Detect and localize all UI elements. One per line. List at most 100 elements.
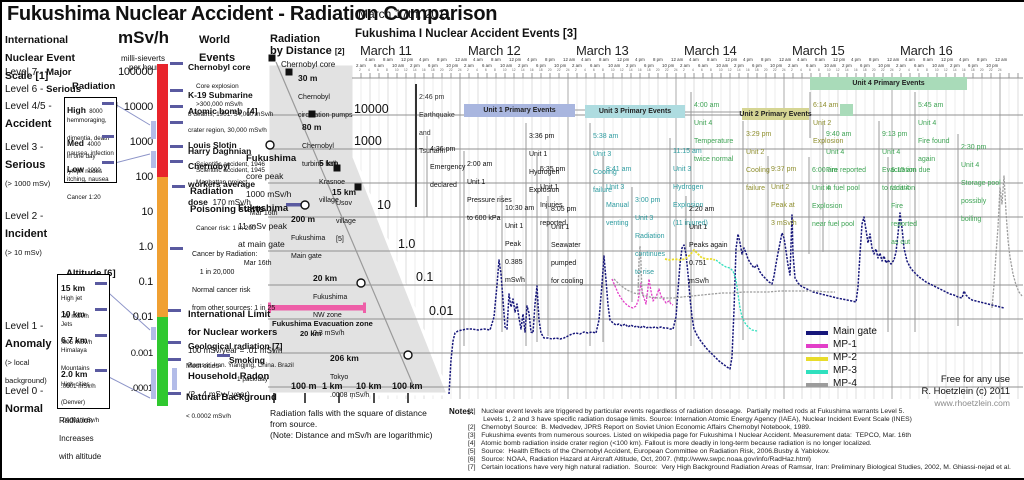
hour-number: 8 [818,68,820,72]
legend-swatch [806,331,828,335]
day-label: March 16 [900,43,953,58]
hour-label: 10 am [932,62,945,68]
unit-band: Unit 1 Primary Events [464,104,575,117]
scale-tick-dash [168,358,181,361]
hour-label: 8 pm [869,57,879,62]
scale-bar-segment [157,64,168,177]
timeline-event: 3:00 pm Unit 3 Radiation continues to rise [635,197,665,276]
hour-label: 2 pm [734,62,744,68]
hour-number: 14 [413,68,417,72]
world-event-item: International Limit for Nuclear workers 10… [188,309,283,356]
distance-note: from source. [270,419,318,429]
altitude-row-name: 6.7 km [61,335,88,345]
hour-number: 2 [899,68,901,72]
hour-number: 12 [404,68,408,72]
poison-row-name: Med 4000 [67,138,101,149]
scale-tick-dash [168,341,181,344]
hour-number: 2 [791,68,793,72]
hour-number: 8 [710,68,712,72]
world-event-item: Geological radiation [7] Ramsar, Iran. Yi… [188,341,294,370]
scale-label: 100000 [118,66,153,78]
hour-number: 10 [719,68,723,72]
series-MP-3 [715,259,758,332]
hour-number: 10 [611,68,615,72]
legend-label: MP-1 [833,339,857,350]
timeline-title: Fukushima I Nuclear Accident Events [3] [355,28,577,40]
distance-point-square [333,164,341,172]
distance-axis-label: 1 km [322,381,343,391]
hour-number: 24 [566,68,570,72]
altitude-footer: Radiation Increases with altitude [59,416,102,461]
timeline-event: 8:41 am Unit 3 Manual venting [606,166,632,227]
hour-number: 16 [422,68,426,72]
scale-tick-dash [170,247,183,250]
hour-label: 12 am [671,57,684,62]
altitude-row-desc: Himalaya Mountains .0001 mSv/h [61,347,96,390]
note-line: [5] Source: Health Effects of the Cherno… [468,448,830,455]
hour-label: 10 pm [446,62,459,68]
hour-number: 4 [692,68,694,72]
hour-label: 12 am [563,57,576,62]
ines-level: Level 4/5 - Accident [5,101,52,130]
note-line: [1] Nuclear event levels are triggered b… [468,408,905,415]
hour-number: 4 [368,68,370,72]
scale-tick-dash [170,145,183,148]
scale-label: 10 [141,206,153,218]
world-event-item: Most cities [186,363,220,370]
scale-bracket [151,121,156,139]
hour-number: 12 [620,68,624,72]
timeline-event: 9:13 pm Unit 4 Evacuation due to radation [882,131,931,192]
hour-number: 18 [971,68,975,72]
hour-label: 4 am [905,57,915,62]
timeline-event: 6:00 am Unit 4 Explosion near fuel pool [812,167,855,228]
hour-number: 14 [845,68,849,72]
hour-number: 6 [917,68,919,72]
hour-number: 20 [440,68,444,72]
hour-label: 12 pm [509,57,522,62]
unit-band [840,104,853,116]
scale-tick-dash [170,160,183,163]
altitude-row-name: 15 km [61,283,86,293]
hour-number: 18 [863,68,867,72]
timeline-event: 5:45 am Unit 4 Fire found again [918,102,950,163]
distance-point-square [268,54,276,62]
scale-label: 1.0 [138,241,154,253]
altitude-box-title: Altitude [6] [66,263,116,281]
timeline-event: 3:29 pm Unit 2 Cooling failure [746,131,772,192]
hour-number: 2 [683,68,685,72]
hour-label: 6 pm [644,62,654,68]
hour-label: 10 pm [986,62,999,68]
scale-bracket [151,327,156,340]
scale-tick-dash [170,89,183,92]
hour-label: 6 pm [428,62,438,68]
scale-tick-dash [95,334,107,337]
hour-label: 8 am [815,57,825,62]
world-header: World Events [199,34,236,64]
timeline-event: 6:14 am Unit 2 Explosion [813,102,844,145]
hour-label: 2 am [680,62,690,68]
scale-sub: milli-sieverts [121,54,165,63]
hour-label: 12 pm [617,57,630,62]
world-event-item: Chernobyl workers average dose 170 mSv/h [188,161,256,207]
hour-number: 12 [944,68,948,72]
hour-number: 8 [602,68,604,72]
poison-row-name: High 8000 [67,105,103,116]
hour-label: 8 am [923,57,933,62]
scale-tick-dash [170,105,183,108]
scale-label: 0.001 [130,348,154,359]
timeline-event: 4:36 pm Emergency declared [430,146,466,189]
hour-label: 4 am [581,57,591,62]
timeline-event: 2:20 am Unit 1 Peaks again 0.751 mSv/h [689,206,728,285]
credit-line: www.rhoetzlein.com [934,398,1010,408]
hour-number: 22 [989,68,993,72]
scale-tick-dash [102,161,114,164]
distance-header: Radiation [270,33,321,45]
distance-point-square [354,183,362,191]
y-axis-label: 1000 [354,134,382,148]
hour-label: 8 pm [653,57,663,62]
timeline-event: 10:30 am Unit 1 Peak 0.385 mSv/h [505,205,535,284]
hour-label: 8 am [383,57,393,62]
distance-label: 200 m Fukushima Main gate [291,214,326,260]
hour-label: 2 pm [410,62,420,68]
timeline-event: 2:00 am Unit 1 Pressure rises to 600 kPa [467,161,512,222]
